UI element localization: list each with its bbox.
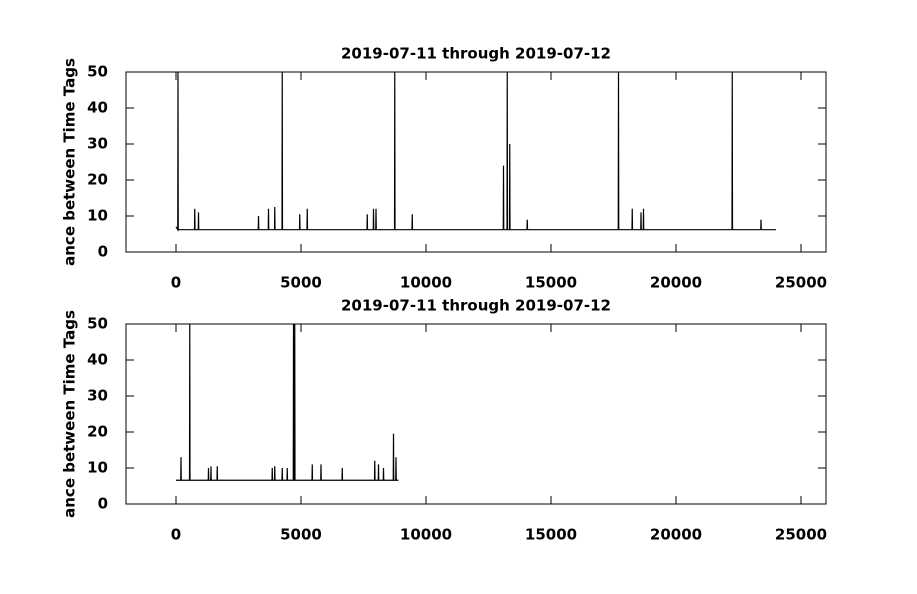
y-tick-label: 0 [98,243,108,261]
y-tick-label: 20 [87,171,108,189]
plot-frame [125,71,827,253]
x-tick-label: 0 [171,274,181,292]
y-tick-label: 10 [87,459,108,477]
x-tick-label: 10000 [400,526,452,544]
y-tick-label: 40 [87,99,108,117]
chart-title: 2019-07-11 through 2019-07-12 [341,297,611,315]
y-tick-label: 30 [87,135,108,153]
chart-title: 2019-07-11 through 2019-07-12 [341,45,611,63]
x-tick-label: 20000 [650,274,702,292]
y-tick-label: 30 [87,387,108,405]
y-tick-label: 50 [87,315,108,333]
x-tick-label: 25000 [775,274,827,292]
x-tick-label: 10000 [400,274,452,292]
x-tick-label: 5000 [280,274,322,292]
y-tick-label: 50 [87,63,108,81]
x-tick-label: 20000 [650,526,702,544]
x-tick-label: 25000 [775,526,827,544]
y-tick-label: 20 [87,423,108,441]
data-line [175,71,776,232]
x-tick-label: 15000 [525,274,577,292]
y-tick-label: 40 [87,351,108,369]
x-tick-label: 5000 [280,526,322,544]
x-tick-label: 0 [171,526,181,544]
y-tick-label: 10 [87,207,108,225]
y-tick-label: 0 [98,495,108,513]
x-tick-label: 15000 [525,526,577,544]
y-axis-label: ance between Time Tags [61,310,79,518]
plot-frame [125,323,827,505]
y-axis-label: ance between Time Tags [61,58,79,266]
data-line [176,323,399,481]
